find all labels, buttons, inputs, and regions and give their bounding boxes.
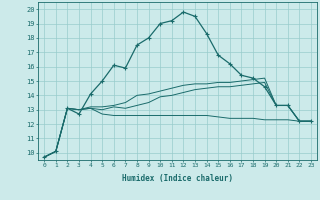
X-axis label: Humidex (Indice chaleur): Humidex (Indice chaleur)	[122, 174, 233, 183]
